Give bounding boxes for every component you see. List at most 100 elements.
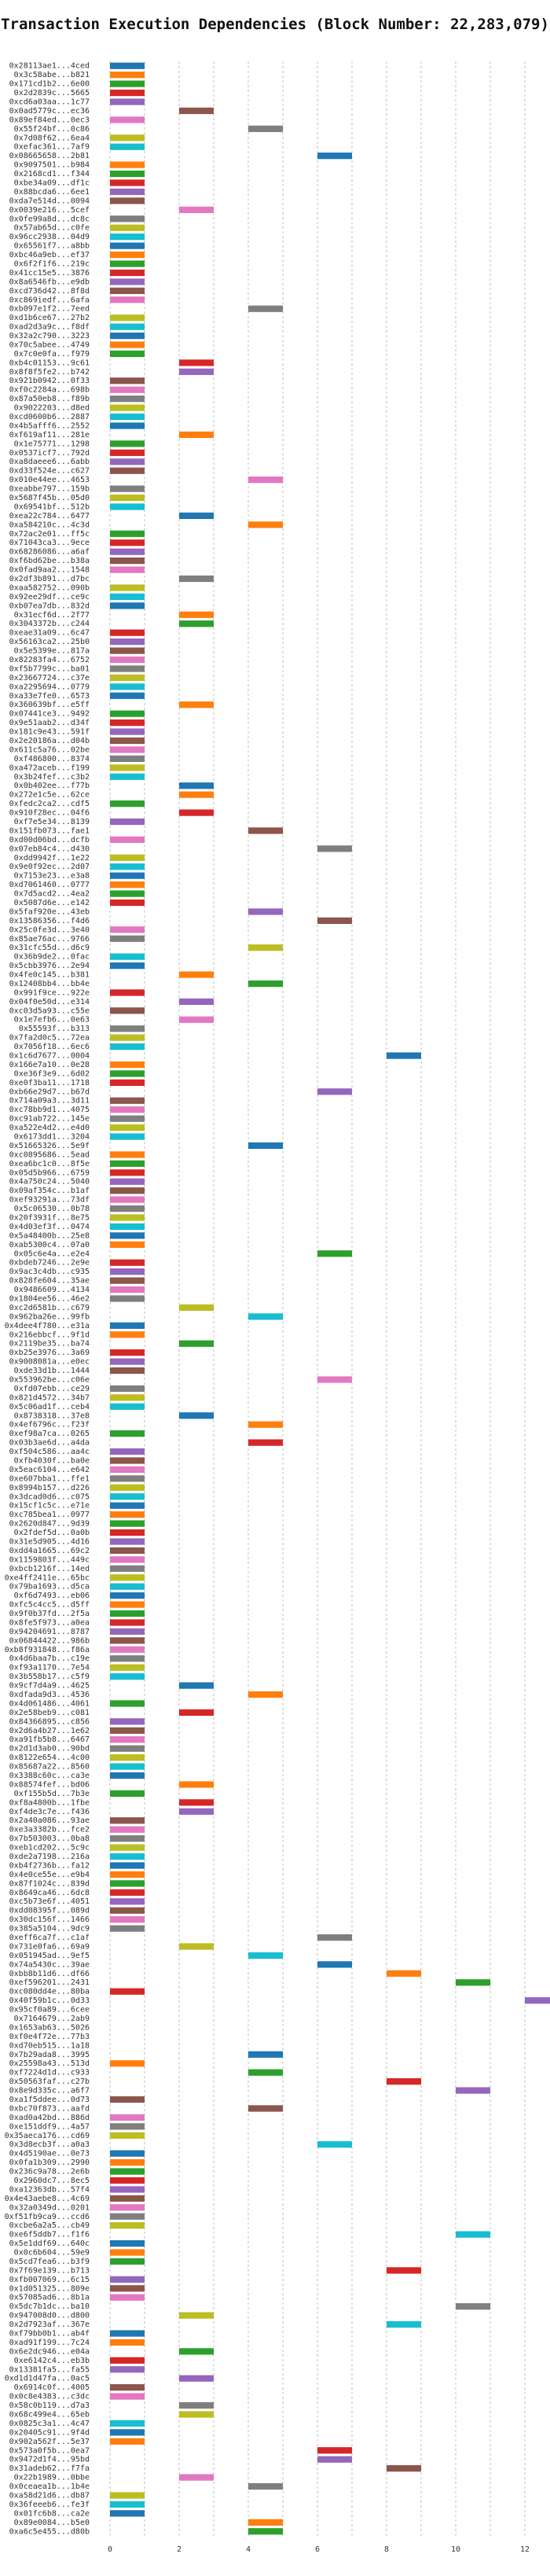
dependency-bar — [110, 2204, 145, 2211]
y-tick-label: 0x4e0ce55e...e9b4 — [9, 1871, 90, 1879]
y-tick-label: 0x8738318...37e8 — [14, 1411, 90, 1420]
dependency-bar — [110, 665, 145, 672]
dependency-bar — [110, 1241, 145, 1248]
dependency-bar — [110, 1520, 145, 1527]
y-tick-label: 0x8a6546fb...e9db — [9, 278, 90, 286]
y-tick-label: 0x3d8ecb3f...a0a3 — [9, 2140, 90, 2149]
dependency-bar — [179, 2375, 214, 2382]
y-tick-label: 0xa472aceb...f199 — [9, 764, 90, 772]
x-tick-label: 10 — [451, 2545, 460, 2554]
y-tick-label: 0xa33e7fe0...6573 — [9, 692, 90, 701]
dependency-bar — [110, 2366, 145, 2373]
y-tick-label: 0x07eb84c4...d430 — [9, 845, 90, 853]
y-tick-label: 0xa1f5ddee...0d73 — [9, 2096, 90, 2104]
y-tick-label: 0x0ad5779c...ec36 — [9, 107, 90, 116]
y-tick-label: 0x13586356...f4d6 — [9, 917, 90, 926]
dependency-bar — [110, 98, 145, 105]
y-tick-label: 0xc78bb9d1...4075 — [9, 1106, 90, 1114]
y-tick-label: 0x41cc15e5...3876 — [9, 269, 90, 278]
y-tick-label: 0x171cd1b2...6e00 — [9, 80, 90, 89]
dependency-bar — [110, 1862, 145, 1869]
y-tick-label: 0x5e1ddf69...640c — [9, 2239, 90, 2248]
y-tick-label: 0xa522e4d2...e4d0 — [9, 1124, 90, 1132]
y-tick-label: 0x714a09a3...3d11 — [9, 1097, 90, 1106]
dependency-bar — [110, 143, 145, 150]
dependency-bar — [179, 431, 214, 439]
dependency-bar — [110, 2285, 145, 2292]
dependency-bar — [110, 287, 145, 294]
y-tick-label: 0x5a48400b...25e8 — [9, 1231, 90, 1240]
dependency-bar — [110, 935, 145, 942]
y-tick-label: 0x30dc156f...1466 — [9, 1915, 90, 1924]
y-tick-label: 0x09af354c...b1af — [9, 1187, 90, 1195]
dependency-bar — [110, 1061, 145, 1069]
dependency-bar — [110, 710, 145, 717]
y-tick-label: 0x1e75771...1298 — [14, 440, 90, 448]
dependency-bar — [110, 485, 145, 492]
dependency-bar — [110, 1915, 145, 1923]
y-tick-label: 0x0fe99a8d...dc8c — [9, 215, 90, 223]
y-tick-label: 0x236c9a78...2e6b — [9, 2168, 90, 2177]
dependency-bar — [110, 854, 145, 861]
dependency-bar — [110, 1232, 145, 1239]
y-tick-label: 0xef98a7ca...0265 — [9, 1430, 90, 1438]
y-tick-label: 0xaa582752...090b — [9, 583, 90, 592]
dependency-bar — [110, 1907, 145, 1914]
dependency-bar — [110, 2501, 145, 2508]
y-tick-label: 0x4d03ef3f...0474 — [9, 1223, 90, 1231]
y-tick-label: 0xc080dd4e...80ba — [9, 1988, 90, 1996]
dependency-bar — [110, 1763, 145, 1770]
y-tick-label: 0x15cf1c5c...e71e — [9, 1502, 90, 1511]
y-tick-label: 0xe607bba1...ffe1 — [9, 1474, 90, 1483]
y-tick-label: 0xa12363db...57f4 — [9, 2185, 90, 2194]
y-tick-label: 0x7fa2d0c5...72ea — [9, 1034, 90, 1043]
dependency-bar — [110, 728, 145, 735]
dependency-bar — [110, 1448, 145, 1455]
y-tick-label: 0x72ac2e01...ff5c — [9, 530, 90, 539]
dependency-bar — [110, 224, 145, 231]
y-tick-label: 0x9486609...4134 — [14, 1286, 90, 1294]
dependency-bar — [110, 1754, 145, 1761]
y-tick-label: 0x03b3ae6d...a4da — [9, 1439, 90, 1448]
dependency-bar — [110, 1646, 145, 1653]
dependency-bar — [248, 1952, 283, 1960]
y-tick-label: 0x181c9e43...591f — [9, 728, 90, 737]
dependency-bar — [248, 2482, 283, 2490]
y-tick-label: 0x2e58beb9...c081 — [9, 1709, 90, 1717]
dependency-bar — [110, 1655, 145, 1662]
y-tick-label: 0xbcb1216f...14ed — [9, 1565, 90, 1573]
y-tick-label: 0x9008081a...e0ec — [9, 1358, 90, 1367]
y-tick-label: 0xe4ff2411e...65bc — [5, 1573, 90, 1582]
dependency-bar — [179, 971, 214, 978]
y-tick-label: 0xb4c01153...9c61 — [9, 359, 90, 367]
dependency-bar — [110, 170, 145, 178]
dependency-bar — [110, 2239, 145, 2247]
dependency-bar — [110, 764, 145, 771]
dependency-bar — [110, 89, 145, 97]
dependency-bar — [110, 269, 145, 277]
y-tick-label: 0xf6d7493...eb06 — [14, 1592, 90, 1600]
dependency-bar — [110, 1538, 145, 1545]
dependency-bar — [110, 1385, 145, 1393]
dependency-bar — [110, 332, 145, 340]
y-tick-label: 0xef93291a...73df — [9, 1196, 90, 1205]
y-tick-label: 0xea22c784...6477 — [9, 512, 90, 521]
dependency-bar — [110, 1673, 145, 1680]
dependency-bar — [179, 701, 214, 708]
dependency-bar — [110, 1502, 145, 1509]
y-tick-label: 0x50563faf...c27b — [9, 2077, 90, 2086]
y-tick-label: 0x1d051325...809e — [9, 2284, 90, 2293]
dependency-bar — [110, 1871, 145, 1879]
y-tick-label: 0x821d4572...34b7 — [9, 1393, 90, 1402]
dependency-bar — [248, 1142, 283, 1150]
dependency-bar — [110, 1772, 145, 1779]
y-tick-label: 0x36feeeb6...fe3f — [9, 2501, 90, 2509]
dependency-bar — [248, 2528, 283, 2535]
dependency-bar — [110, 1925, 145, 1932]
y-tick-label: 0xd1d1d47fa...0ac5 — [5, 2375, 90, 2383]
dependency-bar — [110, 1898, 145, 1905]
dependency-bar — [110, 2357, 145, 2364]
dependency-bar — [110, 863, 145, 870]
y-tick-label: 0x57085ad6...8b1a — [9, 2294, 90, 2302]
dependency-bar — [110, 2294, 145, 2301]
